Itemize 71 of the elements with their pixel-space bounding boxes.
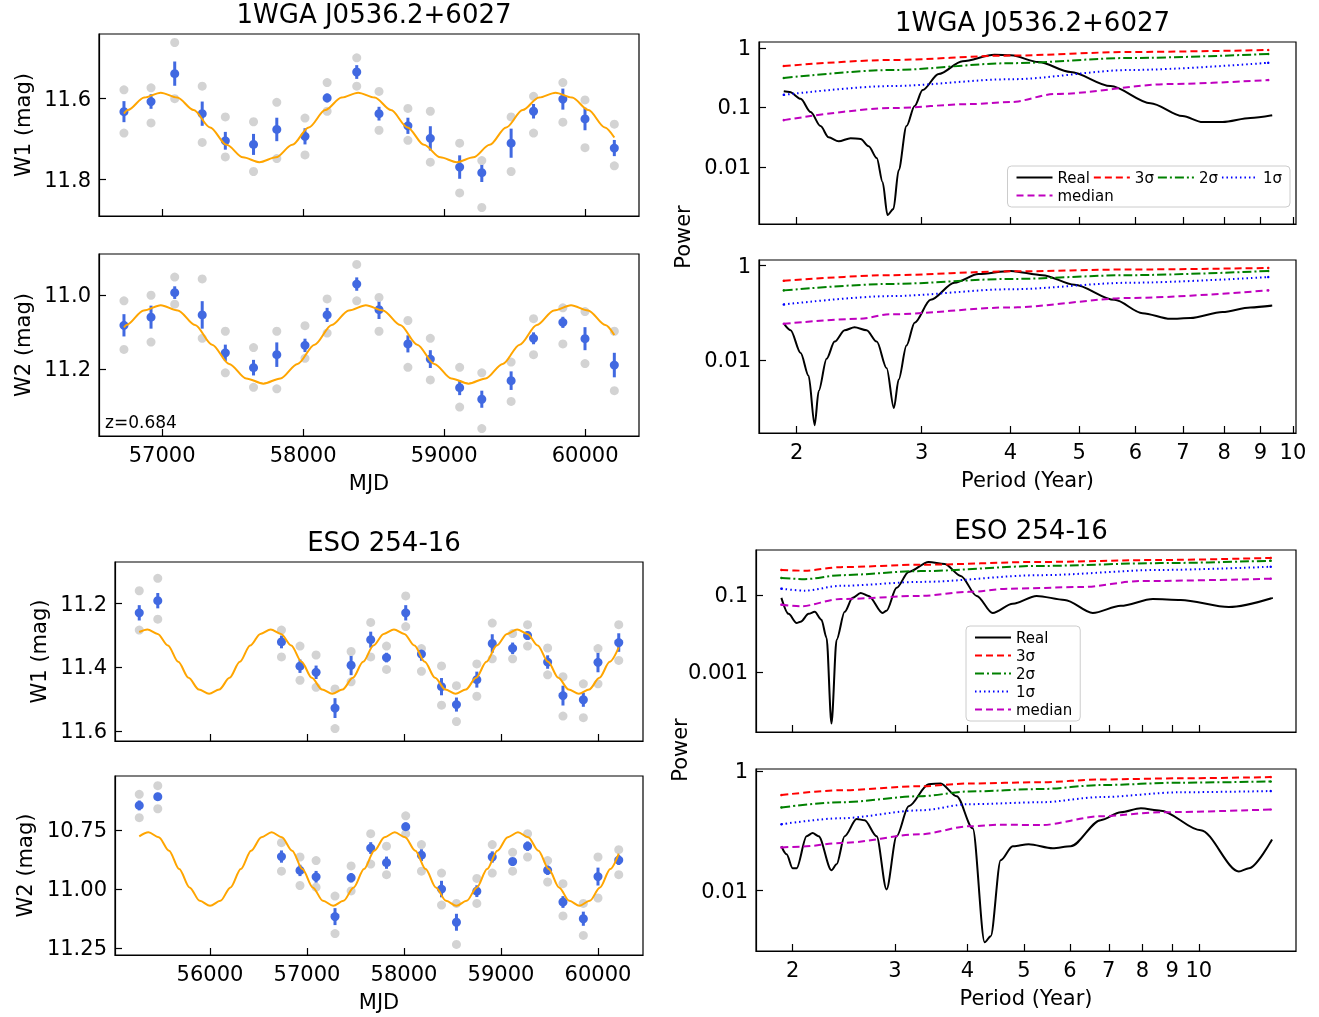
y-tick-label: 11.0	[44, 282, 91, 307]
y-axis-title: Power	[671, 204, 695, 269]
x-tick-label: 4	[1003, 439, 1018, 464]
y-tick-label: 0.1	[714, 583, 748, 608]
y-tick-label: 0.1	[717, 95, 751, 120]
legend-label: 2σ	[1016, 664, 1036, 683]
y-tick-label: 0.001	[687, 660, 748, 685]
y-tick-label: 11.6	[44, 86, 91, 111]
x-tick-label: 3	[915, 439, 929, 464]
y-tick-label: 11.25	[46, 935, 107, 960]
x-tick-label: 8	[1217, 439, 1231, 464]
x-tick-label: 60000	[564, 961, 632, 986]
x-tick-label: 9	[1253, 439, 1268, 464]
legend-label: 1σ	[1016, 682, 1036, 701]
legend-label: 3σ	[1134, 168, 1155, 187]
x-tick-label: 5	[1072, 439, 1086, 464]
x-tick-label: 3	[888, 957, 902, 982]
x-tick-label: 10	[1185, 957, 1213, 982]
legend-label: 3σ	[1016, 646, 1036, 665]
y-tick-label: 0.01	[704, 154, 751, 179]
x-tick-label: 4	[960, 957, 975, 982]
y-tick-label: 0.01	[701, 878, 748, 903]
x-tick-label: 57000	[128, 442, 196, 467]
x-tick-label: 60000	[551, 442, 619, 467]
y-axis-title: W2 (mag)	[13, 813, 38, 918]
chart-title: 1WGA J0536.2+6027	[894, 7, 1171, 37]
y-tick-label: 1	[734, 759, 748, 784]
x-tick-label: 59000	[410, 442, 478, 467]
x-tick-label: 10	[1279, 439, 1307, 464]
x-tick-label: 8	[1135, 957, 1150, 982]
x-tick-label: 58000	[370, 961, 438, 986]
y-tick-label: 10.75	[46, 818, 107, 843]
x-tick-label: 6	[1128, 439, 1143, 464]
legend-label: 1σ	[1262, 168, 1283, 187]
y-axis-title: W1 (mag)	[26, 599, 51, 704]
x-tick-label: 58000	[269, 442, 337, 467]
x-tick-label: 59000	[467, 961, 535, 986]
chart-title: ESO 254-16	[954, 515, 1108, 545]
y-axis-title: Power	[668, 717, 692, 782]
x-axis-title: Period (Year)	[960, 467, 1095, 492]
chart-title: 1WGA J0536.2+6027	[236, 0, 512, 29]
legend-label: Real	[1016, 628, 1049, 647]
x-axis-title: Period (Year)	[959, 985, 1093, 1010]
y-tick-label: 11.6	[60, 719, 107, 744]
legend-label: 2σ	[1198, 168, 1219, 187]
chart-title: ESO 254-16	[307, 527, 461, 557]
x-tick-label: 56000	[176, 961, 244, 986]
x-tick-label: 9	[1165, 957, 1179, 982]
x-tick-label: 6	[1063, 957, 1077, 982]
x-tick-label: 7	[1102, 957, 1116, 982]
y-tick-label: 1	[737, 253, 751, 278]
y-tick-label: 11.2	[60, 591, 107, 616]
y-axis-title: W2 (mag)	[10, 293, 35, 397]
y-tick-label: 11.4	[60, 655, 107, 680]
x-tick-label: 5	[1017, 957, 1031, 982]
y-tick-label: 11.2	[44, 357, 91, 382]
legend-label: median	[1057, 186, 1114, 205]
x-axis-title: MJD	[358, 989, 400, 1014]
x-axis-title: MJD	[348, 470, 390, 495]
y-tick-label: 0.01	[704, 347, 751, 372]
x-tick-label: 2	[789, 439, 804, 464]
y-tick-label: 11.00	[46, 877, 107, 902]
y-tick-label: 1	[737, 35, 751, 60]
x-tick-label: 2	[785, 957, 800, 982]
y-axis-title: W1 (mag)	[10, 73, 35, 177]
legend-label: Real	[1057, 168, 1090, 187]
y-tick-label: 11.8	[44, 167, 91, 192]
x-tick-label: 7	[1176, 439, 1190, 464]
legend-label: median	[1016, 700, 1073, 719]
x-tick-label: 57000	[273, 961, 341, 986]
annotation: z=0.684	[105, 411, 177, 432]
